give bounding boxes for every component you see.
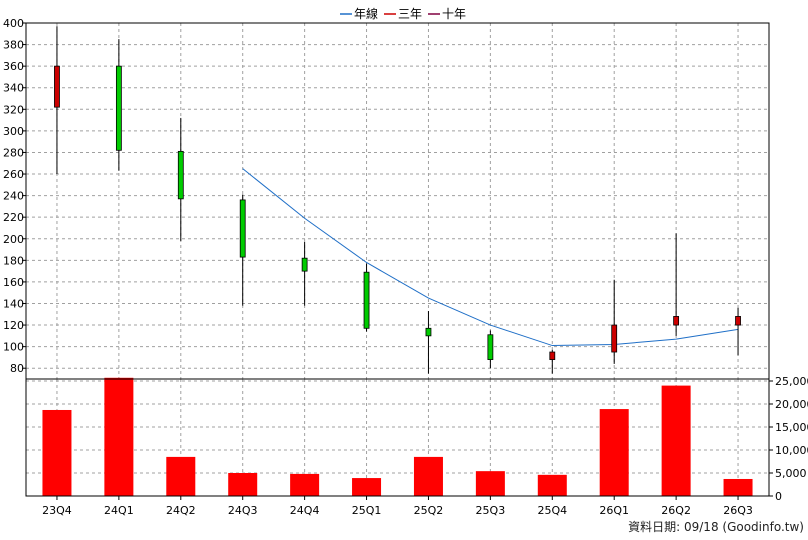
x-tick-label: 24Q3 bbox=[228, 504, 258, 517]
legend-label: 三年 bbox=[398, 7, 422, 21]
volume-tick-label: 5,000 bbox=[775, 467, 807, 480]
price-panel: 80 100 120 140 160 180 200 220 240 260 280 300 320 34… bbox=[3, 17, 770, 380]
price-tick-label: 220 bbox=[3, 211, 24, 224]
candle-26Q3 bbox=[735, 307, 741, 356]
volume-bar-24Q1 bbox=[104, 377, 134, 496]
volume-bar-25Q4 bbox=[537, 474, 567, 496]
candle-body bbox=[673, 316, 680, 326]
price-tick-label: 360 bbox=[3, 60, 24, 73]
candle-body bbox=[487, 334, 494, 360]
legend-item: 十年 bbox=[428, 7, 466, 21]
candle-25Q4 bbox=[549, 349, 556, 374]
candle-26Q1 bbox=[611, 279, 618, 364]
candle-body bbox=[177, 150, 184, 200]
legend-label: 十年 bbox=[442, 7, 466, 21]
candle-23Q4 bbox=[54, 26, 60, 175]
candle-24Q3 bbox=[239, 194, 246, 306]
price-tick-label: 160 bbox=[3, 276, 24, 289]
candle-24Q4 bbox=[301, 241, 308, 306]
candle-24Q1 bbox=[115, 39, 122, 171]
volume-bar-25Q2 bbox=[413, 456, 443, 496]
candle-body bbox=[239, 199, 246, 258]
legend: 年線 三年 十年 bbox=[340, 6, 466, 21]
volume-bar-24Q4 bbox=[290, 473, 320, 496]
candle-25Q3 bbox=[487, 330, 494, 369]
x-tick-label: 24Q1 bbox=[104, 504, 134, 517]
price-tick-label: 200 bbox=[3, 233, 24, 246]
candle-body bbox=[54, 65, 60, 108]
x-tick-label: 24Q2 bbox=[166, 504, 196, 517]
volume-tick-label: 20,000 bbox=[775, 398, 808, 411]
price-tick-label: 100 bbox=[3, 341, 24, 354]
x-tick-label: 26Q2 bbox=[661, 504, 691, 517]
candle-body bbox=[115, 65, 122, 151]
price-frame bbox=[25, 22, 770, 380]
volume-bar-24Q3 bbox=[228, 473, 258, 496]
x-tick-label: 25Q1 bbox=[352, 504, 382, 517]
volume-tick-label: 15,000 bbox=[775, 421, 808, 434]
candle-body bbox=[301, 257, 308, 272]
candle-25Q1 bbox=[363, 263, 370, 332]
volume-bar-25Q1 bbox=[352, 478, 382, 496]
candle-25Q2 bbox=[425, 311, 432, 374]
x-tick-label: 25Q4 bbox=[537, 504, 567, 517]
x-tick-label: 23Q4 bbox=[42, 504, 72, 517]
x-axis: 23Q4 24Q1 24Q2 24Q3 24Q4 25Q1 25Q2 25Q3 25Q4 26Q1… bbox=[42, 496, 753, 517]
volume-frame bbox=[25, 378, 770, 497]
price-tick-label: 120 bbox=[3, 319, 24, 332]
candle-body bbox=[425, 327, 432, 337]
price-tick-label: 340 bbox=[3, 82, 24, 95]
legend-item: 年線 bbox=[340, 6, 378, 21]
candle-body bbox=[735, 316, 741, 326]
volume-bar-26Q3 bbox=[723, 478, 753, 496]
x-tick-label: 24Q4 bbox=[290, 504, 320, 517]
price-tick-label: 80 bbox=[10, 362, 24, 375]
candle-24Q2 bbox=[177, 117, 184, 241]
volume-tick-label: 25,000 bbox=[775, 375, 808, 388]
candle-26Q2 bbox=[673, 233, 680, 336]
candle-body bbox=[549, 351, 556, 360]
price-tick-label: 300 bbox=[3, 125, 24, 138]
volume-bar-23Q4 bbox=[42, 409, 72, 496]
price-tick-label: 140 bbox=[3, 297, 24, 310]
x-tick-label: 26Q1 bbox=[599, 504, 629, 517]
volume-tick-label: 10,000 bbox=[775, 444, 808, 457]
candle-body bbox=[363, 271, 370, 329]
volume-bar-26Q1 bbox=[599, 409, 629, 496]
price-tick-label: 380 bbox=[3, 39, 24, 52]
price-tick-label: 400 bbox=[3, 17, 24, 30]
legend-label: 年線 bbox=[354, 6, 378, 21]
annual-line bbox=[242, 168, 739, 347]
volume-tick-label: 0 bbox=[775, 490, 782, 503]
volume-bar-25Q3 bbox=[475, 471, 505, 496]
volume-bar-26Q2 bbox=[661, 385, 691, 496]
x-tick-label: 25Q2 bbox=[414, 504, 444, 517]
x-tick-label: 26Q3 bbox=[723, 504, 753, 517]
price-tick-label: 240 bbox=[3, 190, 24, 203]
volume-bar-24Q2 bbox=[166, 456, 196, 496]
candle-body bbox=[611, 324, 618, 353]
price-tick-label: 320 bbox=[3, 103, 24, 116]
price-tick-label: 280 bbox=[3, 146, 24, 159]
legend-item: 三年 bbox=[384, 7, 422, 21]
footer-date-label: 資料日期: 09/18 (Goodinfo.tw) bbox=[628, 520, 804, 534]
price-tick-label: 260 bbox=[3, 168, 24, 181]
price-tick-label: 180 bbox=[3, 254, 24, 267]
x-tick-label: 25Q3 bbox=[476, 504, 506, 517]
volume-panel: 0 5,000 10,000 15,000 20,000 25,000 bbox=[25, 375, 808, 503]
